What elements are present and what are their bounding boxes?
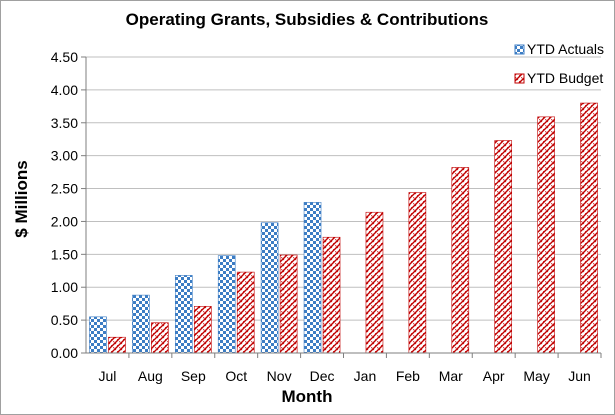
y-tick-label: 3.00 bbox=[51, 148, 78, 164]
bar-ytd-actuals bbox=[174, 275, 193, 354]
bar-ytd-budget bbox=[408, 192, 427, 354]
x-tick-label: Mar bbox=[439, 368, 463, 384]
y-tick-label: 4.00 bbox=[51, 82, 78, 98]
y-tick-label: 4.50 bbox=[51, 49, 78, 65]
legend-label-budget: YTD Budget bbox=[527, 70, 603, 86]
x-tick-label: Apr bbox=[483, 368, 505, 384]
bar-ytd-budget bbox=[236, 271, 255, 354]
legend-swatch-budget bbox=[514, 73, 525, 84]
y-tick-label: 3.50 bbox=[51, 115, 78, 131]
bar-ytd-budget bbox=[580, 102, 598, 354]
y-tick-label: 2.50 bbox=[51, 181, 78, 197]
bar-ytd-budget bbox=[451, 167, 470, 354]
x-tick-label: Oct bbox=[225, 368, 247, 384]
bar-ytd-actuals bbox=[217, 255, 236, 354]
bar-ytd-actuals bbox=[260, 222, 279, 354]
gridlines bbox=[86, 56, 601, 321]
bar-ytd-budget bbox=[193, 305, 212, 354]
chart-title: Operating Grants, Subsidies & Contributi… bbox=[126, 10, 489, 29]
legend-swatch-actuals bbox=[514, 44, 525, 55]
axes: 0.00 0.50 1.00 1.50 2.00 2.50 3.00 3.50 4.00 4.50… bbox=[51, 49, 602, 384]
x-tick-label: Nov bbox=[267, 368, 292, 384]
x-tick-label: May bbox=[523, 368, 549, 384]
x-tick-label: Jan bbox=[354, 368, 377, 384]
bar-ytd-budget bbox=[108, 336, 126, 354]
bar-ytd-actuals bbox=[132, 294, 150, 354]
bar-ytd-actuals bbox=[303, 202, 322, 354]
bar-ytd-budget bbox=[322, 236, 341, 354]
legend: YTD Actuals YTD Budget bbox=[514, 41, 604, 86]
y-tick-label: 2.00 bbox=[51, 213, 78, 229]
y-axis-title: $ Millions bbox=[12, 160, 31, 237]
x-tick-label: Jun bbox=[568, 368, 591, 384]
x-tick-label: Aug bbox=[138, 368, 163, 384]
x-tick-label: Dec bbox=[310, 368, 335, 384]
y-tick-label: 0.00 bbox=[51, 345, 78, 361]
bar-ytd-budget bbox=[494, 140, 513, 354]
bar-ytd-budget bbox=[279, 254, 298, 354]
bar-ytd-actuals bbox=[89, 316, 107, 354]
y-tick-label: 1.50 bbox=[51, 246, 78, 262]
x-axis-title: Month bbox=[282, 387, 333, 406]
bar-ytd-budget bbox=[365, 211, 384, 354]
y-tick-label: 1.00 bbox=[51, 279, 78, 295]
bars bbox=[89, 102, 598, 354]
legend-label-actuals: YTD Actuals bbox=[527, 41, 604, 57]
y-tick-label: 0.50 bbox=[51, 312, 78, 328]
x-tick-label: Feb bbox=[396, 368, 420, 384]
x-tick-label: Jul bbox=[99, 368, 117, 384]
bar-ytd-budget bbox=[151, 322, 169, 354]
bar-ytd-budget bbox=[537, 116, 555, 354]
x-tick-label: Sep bbox=[181, 368, 206, 384]
